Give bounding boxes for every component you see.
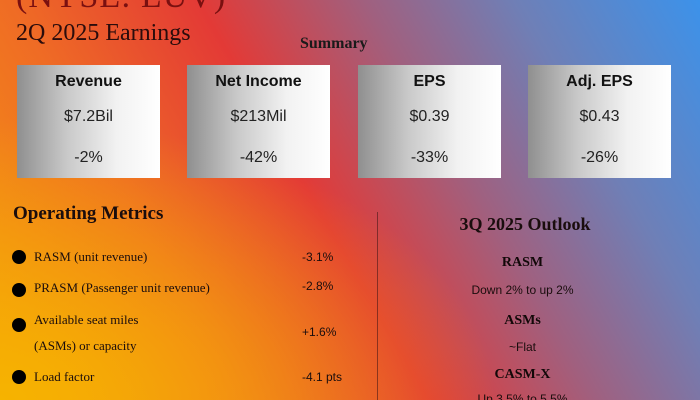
outlook-item-name: RASM xyxy=(501,255,544,270)
metric-row-load-factor: Load factor -4.1 pts xyxy=(12,364,372,390)
metric-value: -4.1 pts xyxy=(302,370,343,384)
earnings-subtitle: 2Q 2025 Earnings xyxy=(16,20,191,46)
summary-card-eps: EPS $0.39 -33% xyxy=(358,65,501,178)
card-change: -42% xyxy=(239,149,278,166)
metric-label-line1: Available seat miles xyxy=(34,312,139,327)
outlook-item-value: Up 3.5% to 5.5% xyxy=(477,392,568,400)
outlook-item-value: ~Flat xyxy=(508,340,536,354)
summary-heading: Summary xyxy=(300,35,368,52)
bullet-icon xyxy=(12,318,26,332)
card-title: Adj. EPS xyxy=(566,73,633,90)
metric-label: PRASM (Passenger unit revenue) xyxy=(34,280,210,295)
ticker-title: (NYSE: LUV) xyxy=(16,0,226,16)
card-title: EPS xyxy=(413,73,446,90)
card-value: $213Mil xyxy=(230,108,287,125)
card-title: Revenue xyxy=(55,73,122,90)
metric-label: Load factor xyxy=(34,369,95,384)
card-change: -33% xyxy=(410,149,449,166)
card-value: $0.39 xyxy=(409,108,450,125)
column-divider xyxy=(377,212,378,400)
card-change: -26% xyxy=(580,149,619,166)
metric-value: -3.1% xyxy=(302,250,334,264)
card-change: -2% xyxy=(74,149,103,166)
outlook-heading: 3Q 2025 Outlook xyxy=(459,214,591,234)
card-value: $0.43 xyxy=(579,108,620,125)
metric-row-rasm: RASM (unit revenue) -3.1% xyxy=(12,244,372,270)
outlook-item-name: ASMs xyxy=(504,313,541,328)
card-value: $7.2Bil xyxy=(64,108,113,125)
summary-card-net-income: Net Income $213Mil -42% xyxy=(187,65,330,178)
bullet-icon xyxy=(12,283,26,297)
metric-row-asms: Available seat miles (ASMs) or capacity … xyxy=(12,307,372,359)
card-title: Net Income xyxy=(215,73,302,90)
operating-metrics-heading: Operating Metrics xyxy=(13,203,164,224)
metric-value: +1.6% xyxy=(302,325,337,339)
summary-card-adj-eps: Adj. EPS $0.43 -26% xyxy=(528,65,671,178)
metric-label-line2: (ASMs) or capacity xyxy=(34,338,137,353)
bullet-icon xyxy=(12,250,26,264)
bullet-icon xyxy=(12,370,26,384)
metric-value: -2.8% xyxy=(302,279,334,293)
outlook-item-name: CASM-X xyxy=(494,367,551,382)
outlook-item-value: Down 2% to up 2% xyxy=(471,283,574,297)
summary-card-revenue: Revenue $7.2Bil -2% xyxy=(17,65,160,178)
metric-row-prasm: PRASM (Passenger unit revenue) -2.8% xyxy=(12,275,372,301)
metric-label: RASM (unit revenue) xyxy=(34,249,148,264)
